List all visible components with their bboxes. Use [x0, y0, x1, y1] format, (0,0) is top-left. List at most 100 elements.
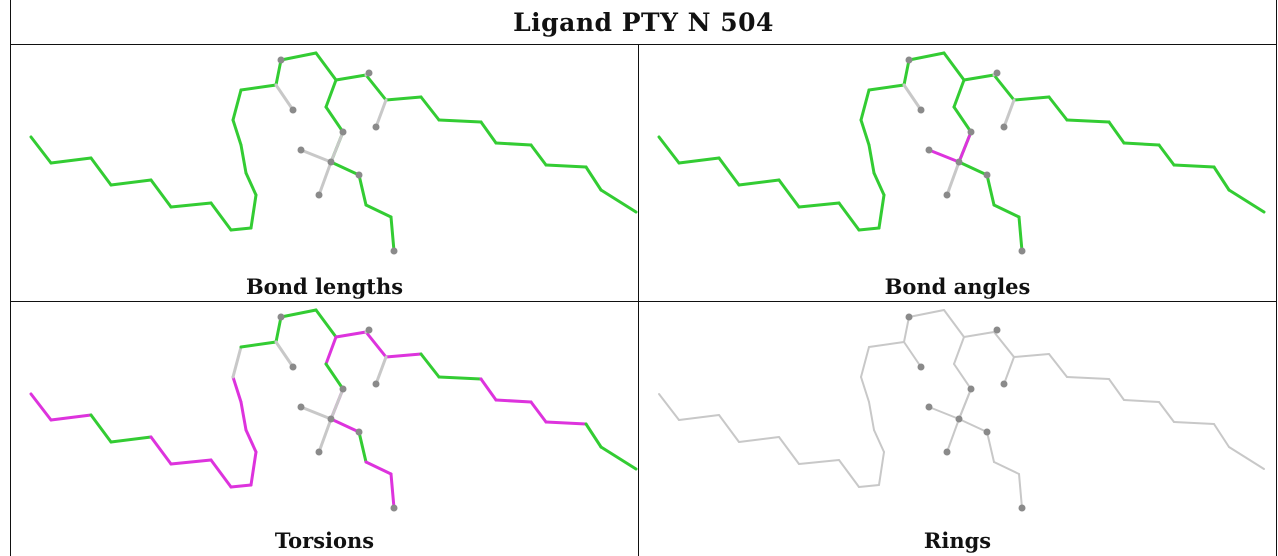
bond-a6 — [169, 201, 213, 209]
bond-b5 — [437, 375, 483, 381]
bond-a17 — [314, 51, 338, 82]
atom-2 — [917, 363, 925, 371]
bond-a15 — [274, 315, 283, 344]
bond-a12 — [859, 118, 871, 147]
atom-3 — [993, 69, 1001, 77]
bond-c2 — [324, 105, 345, 134]
bond-a15 — [903, 316, 910, 343]
bond-a16 — [908, 309, 945, 318]
bond-b6 — [1107, 120, 1126, 145]
bond-t3 — [958, 388, 972, 420]
bond-d4 — [389, 215, 396, 253]
atom-10 — [1018, 504, 1026, 512]
bond-d2 — [357, 430, 368, 464]
bond-a11 — [239, 400, 248, 432]
bond-b6 — [1108, 378, 1125, 401]
atom-6 — [955, 158, 963, 166]
atom-2 — [917, 106, 925, 114]
bond-a10 — [872, 171, 886, 197]
ligand-validation-table: Ligand PTY N 504 Bond lengths Bond angle… — [10, 0, 1277, 556]
bond-s1 — [902, 83, 923, 112]
bond-s1 — [903, 341, 922, 368]
atom-7 — [297, 146, 305, 154]
bond-c1 — [952, 78, 966, 109]
bond-b8 — [1158, 401, 1175, 423]
bond-a7 — [209, 201, 233, 232]
bond-c1 — [953, 336, 965, 365]
bond-a17 — [942, 51, 966, 82]
atom-6 — [955, 415, 963, 423]
bond-a4 — [109, 435, 153, 444]
bond-a5 — [149, 435, 173, 466]
bond-b4 — [1047, 95, 1069, 122]
bond-a9 — [249, 193, 258, 230]
bond-t2 — [946, 418, 960, 453]
bond-t3 — [329, 130, 345, 164]
bond-a3 — [89, 413, 113, 444]
bond-b1 — [963, 331, 995, 338]
atom-3 — [993, 326, 1001, 334]
bond-s3 — [374, 355, 388, 386]
atom-5 — [967, 385, 975, 393]
bond-b3 — [384, 95, 423, 102]
bond-a1 — [658, 393, 680, 421]
bond-b5 — [1066, 376, 1110, 380]
bond-t1 — [299, 405, 333, 421]
bond-b3 — [384, 352, 423, 359]
bond-a6 — [798, 459, 840, 465]
atom-3 — [365, 69, 373, 77]
atom-7 — [297, 403, 305, 411]
bond-a7 — [838, 459, 860, 488]
bond-a8 — [229, 483, 253, 489]
bond-a2 — [49, 413, 93, 422]
panel-torsions: Torsions — [11, 302, 638, 556]
bond-a13 — [859, 88, 871, 122]
bond-a9 — [249, 450, 258, 487]
bond-a16 — [279, 51, 318, 62]
bond-c2 — [324, 362, 345, 391]
atom-10 — [1018, 247, 1026, 255]
molecule-bond-angles — [657, 51, 1266, 255]
bond-d2 — [986, 431, 995, 463]
bond-d2 — [985, 173, 996, 207]
bond-a13 — [231, 88, 243, 122]
bond-a2 — [677, 156, 721, 165]
bond-a14 — [867, 83, 906, 92]
bond-a11 — [239, 143, 248, 175]
bond-b9 — [544, 163, 588, 169]
bond-s3 — [1003, 356, 1015, 385]
bond-a1 — [29, 135, 53, 165]
bond-t2 — [317, 160, 333, 197]
bond-a9 — [878, 451, 885, 486]
bond-a7 — [209, 458, 233, 489]
bond-t1 — [928, 406, 960, 420]
bond-a8 — [858, 484, 880, 488]
bond-a2 — [678, 414, 720, 421]
bond-b2 — [364, 330, 388, 359]
atom-4 — [1000, 380, 1008, 388]
bond-d1 — [329, 160, 361, 177]
bond-a17 — [314, 308, 338, 339]
bond-a4 — [737, 178, 781, 187]
bond-b7 — [494, 398, 533, 404]
bond-t2 — [945, 160, 961, 197]
atom-1 — [905, 313, 913, 321]
bond-s3 — [374, 98, 388, 129]
molecule-bond-lengths — [29, 51, 638, 255]
atom-10 — [390, 504, 398, 512]
atom-1 — [277, 313, 285, 321]
atom-9 — [355, 171, 363, 179]
bond-b11 — [1228, 446, 1265, 470]
bond-a6 — [169, 458, 213, 466]
bond-a12 — [231, 375, 243, 404]
bond-d1 — [957, 160, 989, 177]
bond-b2 — [992, 73, 1016, 102]
caption-bond-lengths: Bond lengths — [245, 274, 404, 299]
atom-3 — [365, 326, 373, 334]
bond-d3 — [993, 461, 1020, 475]
bond-a3 — [89, 156, 113, 187]
bond-a4 — [109, 178, 153, 187]
bond-a14 — [868, 341, 905, 348]
bond-a1 — [657, 135, 681, 165]
atom-9 — [983, 171, 991, 179]
